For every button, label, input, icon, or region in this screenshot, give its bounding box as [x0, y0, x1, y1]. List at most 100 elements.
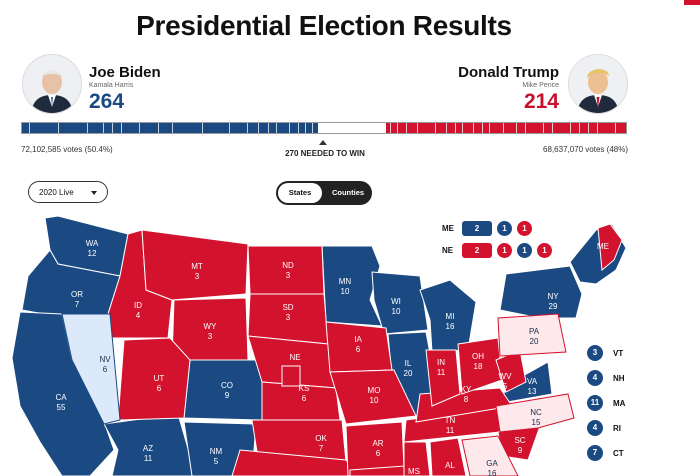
bar-tick — [578, 123, 580, 133]
bar-tick — [473, 123, 475, 133]
maine-district-2: 1 — [517, 221, 532, 236]
maine-split-row: ME 2 1 1 — [442, 221, 537, 236]
bar-tick — [396, 123, 398, 133]
counties-option[interactable]: Counties — [331, 188, 365, 197]
ev-wa: 12 — [88, 249, 97, 258]
state-tx[interactable] — [231, 449, 361, 476]
nh-ev: 4 — [587, 370, 603, 386]
nebraska-district-1: 1 — [497, 243, 512, 258]
trump-popular-votes: 68,637,070 votes (48%) — [543, 145, 628, 154]
state-ny[interactable] — [499, 265, 583, 319]
state-pa[interactable] — [497, 313, 567, 357]
bar-tick — [111, 123, 113, 133]
small-state-ct[interactable]: 7 CT — [587, 445, 624, 461]
maine-statewide-votes: 2 — [462, 221, 492, 236]
bar-tick — [462, 123, 464, 133]
ev-mi: 16 — [446, 322, 455, 331]
biden-electoral-votes: 264 — [89, 90, 125, 113]
ri-ev: 4 — [587, 420, 603, 436]
bar-tick — [542, 123, 544, 133]
small-state-ma[interactable]: 11 MA — [587, 395, 625, 411]
bar-tick — [455, 123, 457, 133]
state-ne-district-2[interactable] — [281, 365, 301, 387]
bar-tick — [228, 123, 230, 133]
bar-tick — [172, 123, 174, 133]
state-wy[interactable] — [171, 297, 249, 361]
ev-va: 13 — [528, 387, 537, 396]
label-va: VA — [527, 377, 538, 386]
state-al[interactable] — [429, 437, 467, 476]
bar-tick — [502, 123, 504, 133]
bar-tick — [446, 123, 448, 133]
bar-tick — [201, 123, 203, 133]
maine-district-1: 1 — [497, 221, 512, 236]
label-ia: IA — [354, 335, 362, 344]
label-nm: NM — [210, 447, 223, 456]
ev-nc: 15 — [532, 418, 541, 427]
label-me: ME — [597, 242, 609, 251]
state-wi[interactable] — [371, 271, 429, 335]
ev-wi: 10 — [392, 307, 401, 316]
label-or: OR — [71, 290, 83, 299]
state-nc[interactable] — [495, 393, 575, 433]
ev-az: 11 — [144, 454, 153, 463]
state-nv[interactable] — [61, 313, 121, 425]
small-state-vt[interactable]: 3 VT — [587, 345, 623, 361]
ev-nv: 6 — [103, 365, 108, 374]
vt-label: VT — [613, 348, 624, 358]
ev-wv: 5 — [503, 382, 508, 391]
state-ne-maine-district[interactable] — [597, 223, 623, 271]
state-la[interactable] — [349, 465, 407, 476]
bar-tick — [569, 123, 571, 133]
ev-sc: 9 — [518, 446, 523, 455]
state-mo[interactable] — [329, 369, 417, 425]
state-ms[interactable] — [403, 441, 431, 476]
label-ar: AR — [372, 439, 383, 448]
small-state-nh[interactable]: 4 NH — [587, 370, 625, 386]
nebraska-split-label: NE — [442, 246, 454, 255]
view-toggle[interactable]: States Counties — [276, 181, 372, 205]
ev-oh: 18 — [474, 362, 483, 371]
label-sd: SD — [282, 303, 293, 312]
biden-avatar — [22, 54, 82, 114]
small-state-ri[interactable]: 4 RI — [587, 420, 621, 436]
state-co[interactable] — [183, 359, 271, 421]
state-ga[interactable] — [461, 435, 519, 476]
year-select-value: 2020 Live — [39, 187, 74, 197]
bar-tick — [289, 123, 291, 133]
label-ga: GA — [486, 459, 498, 468]
threshold-label: 270 NEEDED TO WIN — [285, 149, 365, 158]
label-id: ID — [134, 301, 142, 310]
ev-ia: 6 — [356, 345, 361, 354]
label-wv: WV — [499, 372, 513, 381]
bar-tick — [524, 123, 526, 133]
us-election-map[interactable]: WA 12 OR 7 CA 55 NV 6 ID 4 MT 3 WY 3 UT … — [0, 210, 640, 476]
bar-tick — [587, 123, 589, 133]
ev-ar: 6 — [376, 449, 381, 458]
bar-tick — [157, 123, 159, 133]
state-nd[interactable] — [247, 245, 325, 295]
bar-tick — [318, 123, 320, 133]
bar-tick — [257, 123, 259, 133]
ev-ut: 6 — [157, 384, 162, 393]
year-select[interactable]: 2020 Live — [28, 181, 108, 203]
ev-sd: 3 — [286, 313, 291, 322]
bar-tick — [551, 123, 553, 133]
ev-il: 20 — [404, 369, 413, 378]
ev-ks: 6 — [302, 394, 307, 403]
vt-ev: 3 — [587, 345, 603, 361]
states-option[interactable]: States — [278, 183, 322, 203]
label-nv: NV — [99, 355, 111, 364]
label-al: AL — [445, 461, 455, 470]
bar-tick — [120, 123, 122, 133]
ev-nm: 5 — [214, 457, 219, 466]
label-wi: WI — [391, 297, 401, 306]
ev-mn: 10 — [341, 287, 350, 296]
state-mt[interactable] — [141, 229, 249, 301]
label-ks: KS — [299, 384, 310, 393]
ev-ny: 29 — [549, 302, 558, 311]
label-il: IL — [405, 359, 412, 368]
state-in[interactable] — [425, 349, 461, 407]
label-wy: WY — [204, 322, 218, 331]
trump-avatar — [568, 54, 628, 114]
